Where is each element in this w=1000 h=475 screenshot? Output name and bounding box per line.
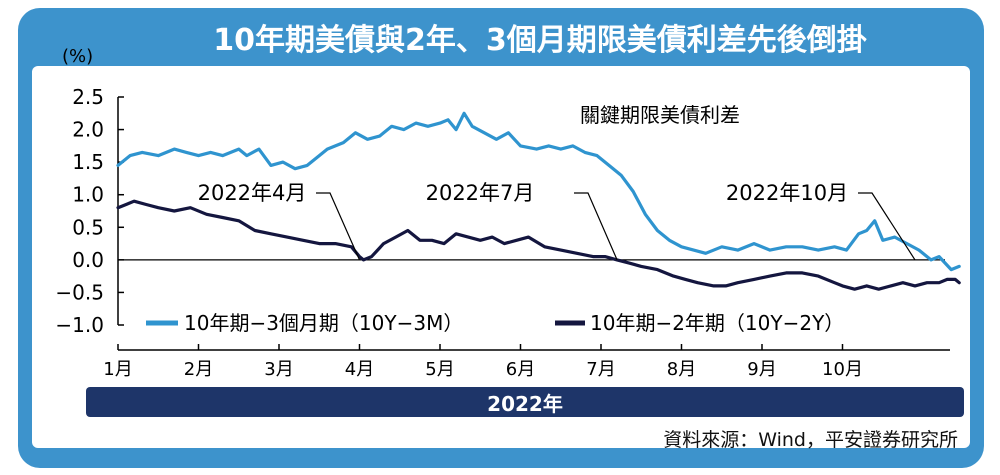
y-tick-label: 2.0 <box>72 118 104 142</box>
x-tick-label: 6月 <box>506 359 535 380</box>
y-tick-label: 2.5 <box>72 85 104 109</box>
annotation-label: 2022年7月 <box>426 181 535 205</box>
y-tick-label: 1.0 <box>72 183 104 207</box>
x-tick-label: 5月 <box>425 359 454 380</box>
y-tick-label: 0.0 <box>72 248 104 272</box>
x-tick-label: 7月 <box>586 359 615 380</box>
annotation-label: 2022年10月 <box>726 181 848 205</box>
x-tick-label: 10月 <box>822 359 863 380</box>
annotation-leader <box>316 192 361 261</box>
y-tick-label: −0.5 <box>55 280 104 304</box>
legend-label: 10年期−2年期（10Y−2Y） <box>590 311 844 335</box>
year-label: 2022年 <box>487 392 563 416</box>
x-tick-label: 2月 <box>184 359 213 380</box>
chart-title: 10年期美債與2年、3個月期限美債利差先後倒掛 <box>213 23 867 58</box>
x-tick-label: 3月 <box>264 359 293 380</box>
x-tick-label: 1月 <box>103 359 132 380</box>
series-line <box>116 199 961 291</box>
annotation-label: 2022年4月 <box>198 181 307 205</box>
y-tick-label: −1.0 <box>55 313 104 337</box>
y-axis-label: (%) <box>62 46 93 67</box>
chart-inner-title: 關鍵期限美債利差 <box>580 103 740 127</box>
annotation-leader <box>858 192 916 261</box>
x-tick-label: 4月 <box>345 359 374 380</box>
x-tick-label: 9月 <box>747 359 776 380</box>
source-note: 資料來源：Wind，平安證券研究所 <box>663 429 958 451</box>
series-line <box>116 111 961 272</box>
year-bar <box>86 387 964 417</box>
y-tick-label: 1.5 <box>72 150 104 174</box>
annotation-leader <box>574 192 618 261</box>
legend-label: 10年期−3個月期（10Y−3M） <box>184 311 463 335</box>
x-tick-label: 8月 <box>667 359 696 380</box>
y-tick-label: 0.5 <box>72 215 104 239</box>
